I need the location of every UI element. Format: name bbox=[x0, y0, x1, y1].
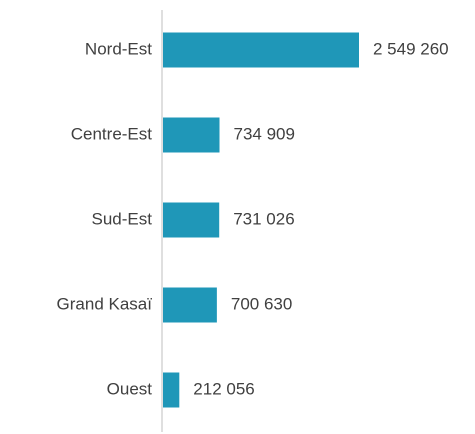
data-label: 734 909 bbox=[234, 124, 295, 143]
data-label: 700 630 bbox=[231, 294, 292, 313]
y-tick-label: Grand Kasaï bbox=[57, 294, 153, 313]
data-label: 731 026 bbox=[233, 209, 294, 228]
bar bbox=[163, 202, 220, 238]
bar bbox=[163, 287, 217, 323]
data-label: 2 549 260 bbox=[373, 39, 449, 58]
bar bbox=[163, 117, 220, 153]
y-tick-label: Sud-Est bbox=[92, 209, 153, 228]
y-tick-label: Ouest bbox=[107, 379, 153, 398]
y-tick-label: Nord-Est bbox=[85, 39, 152, 58]
bar bbox=[163, 32, 359, 68]
bar bbox=[163, 372, 180, 408]
data-label: 212 056 bbox=[193, 379, 254, 398]
y-tick-label: Centre-Est bbox=[71, 124, 153, 143]
